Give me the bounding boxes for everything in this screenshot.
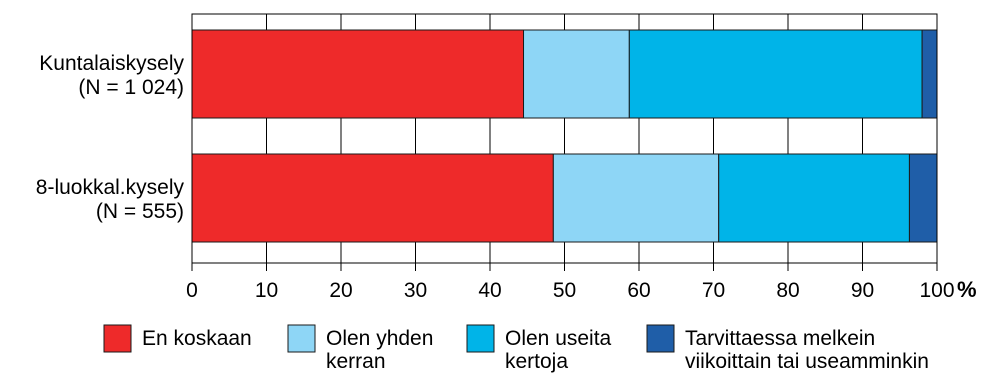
bar-segment (191, 29, 525, 119)
tick-label: 60 (627, 279, 650, 302)
bar-segment (552, 153, 720, 243)
legend-swatch (466, 324, 495, 353)
legend-label: kerran (326, 350, 386, 373)
tick-label: 50 (553, 279, 576, 302)
category-labels: Kuntalaiskysely(N = 1 024) 8-luokkal.kyse… (36, 52, 185, 223)
legend-label: kertoja (505, 350, 568, 373)
legend-swatch (287, 324, 316, 353)
legend-label: En koskaan (142, 327, 252, 350)
legend-swatch (646, 324, 675, 353)
tick-label: 90 (851, 279, 874, 302)
legend-label: viikoittain tai useamminkin (685, 350, 929, 373)
tick-label: 10 (255, 279, 278, 302)
legend-swatch (103, 324, 132, 353)
bar-segment (908, 153, 938, 243)
bar-segment (523, 29, 630, 119)
tick-label: 30 (404, 279, 427, 302)
bar-segment (921, 29, 938, 119)
tick-label: 20 (329, 279, 352, 302)
tick-label: 100 (919, 279, 954, 302)
x-axis-unit-label: % (957, 277, 977, 302)
x-axis: 0 10 20 30 40 50 60 70 80 90 100 (186, 263, 955, 302)
bar-segment (628, 29, 923, 119)
tick-label: 0 (186, 279, 198, 302)
category-label: (N = 1 024) (78, 76, 184, 99)
tick-label: 80 (776, 279, 799, 302)
tick-label: 40 (478, 279, 501, 302)
category-label: Kuntalaiskysely (39, 52, 184, 75)
category-label: 8-luokkal.kysely (36, 176, 185, 199)
bars (191, 29, 938, 243)
tick-label: 70 (702, 279, 725, 302)
category-label: (N = 555) (96, 200, 184, 223)
bar-segment (718, 153, 910, 243)
bar-segment (191, 153, 554, 243)
legend-label: Tarvittaessa melkein (685, 327, 875, 350)
legend-label: Olen yhden (326, 327, 433, 350)
legend-label: Olen useita (505, 327, 612, 350)
